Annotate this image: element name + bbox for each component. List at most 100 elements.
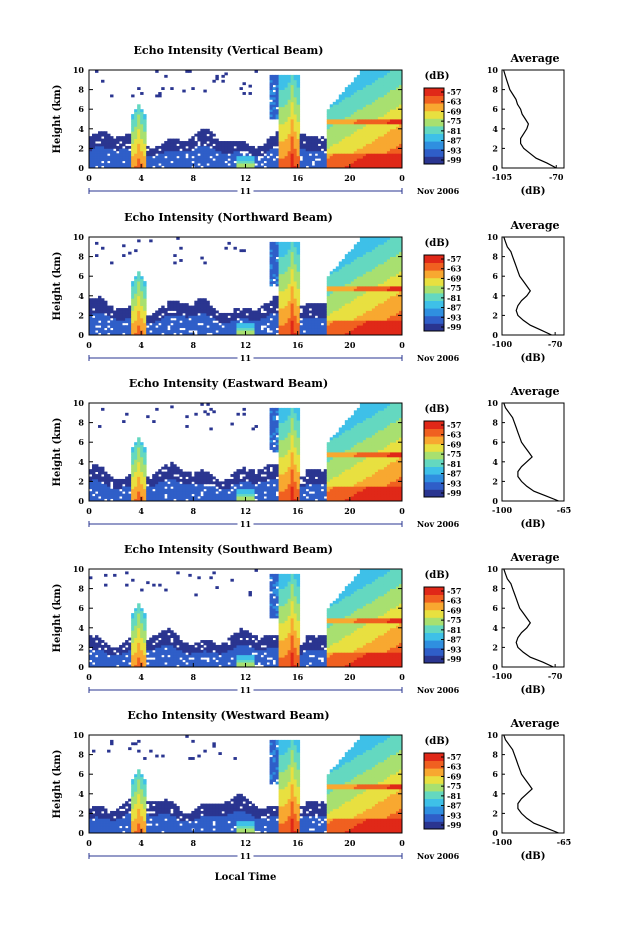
- heatmap-cell: [284, 163, 289, 166]
- heatmap-cell: [134, 114, 138, 117]
- heatmap-cell: [314, 145, 319, 149]
- heatmap-cell: [143, 138, 147, 142]
- heatmap-cell: [89, 148, 93, 152]
- heatmap-cell: [275, 94, 280, 98]
- heatmap-cell: [206, 155, 210, 159]
- heatmap-cell: [89, 471, 93, 475]
- heatmap-cell: [119, 491, 123, 495]
- heatmap-cell: [140, 288, 144, 292]
- heatmap-cell: [290, 266, 295, 270]
- heatmap-cell: [140, 153, 144, 157]
- heatmap-cell: [341, 268, 346, 272]
- heatmap-cell: [140, 148, 144, 152]
- heatmap-cell: [335, 116, 340, 120]
- heatmap-cell: [284, 332, 289, 336]
- heatmap-cell: [149, 486, 153, 490]
- heatmap-cell: [209, 322, 213, 326]
- heatmap-cell: [188, 332, 192, 336]
- heatmap-cell: [392, 131, 397, 135]
- heatmap-cell: [341, 136, 346, 139]
- heatmap-cell: [263, 330, 267, 333]
- heatmap-cell: [284, 89, 289, 93]
- colorbar-segment: [424, 95, 444, 104]
- heatmap-cell: [290, 288, 295, 292]
- heatmap-cell: [380, 79, 385, 83]
- heatmap-cell: [320, 158, 325, 162]
- heatmap-cell: [104, 300, 108, 304]
- heatmap-cell: [122, 138, 126, 142]
- heatmap-cell: [197, 150, 201, 154]
- heatmap-cell: [278, 126, 283, 130]
- x-tick-label: 4: [138, 173, 144, 183]
- heatmap-cell: [359, 126, 364, 130]
- heatmap-cell: [257, 330, 261, 333]
- heatmap-cell: [272, 106, 276, 110]
- heatmap-cell: [338, 121, 343, 125]
- heatmap-cell: [263, 312, 267, 316]
- heatmap-cell: [281, 92, 286, 95]
- heatmap-cell: [308, 158, 313, 162]
- heatmap-cell: [287, 259, 292, 262]
- heatmap-cell: [326, 109, 331, 113]
- heatmap-cell: [236, 486, 240, 490]
- heatmap-cell: [398, 312, 403, 316]
- heatmap-cell: [89, 138, 93, 142]
- heatmap-cell: [152, 476, 156, 480]
- heatmap-cell: [182, 325, 186, 329]
- heatmap-cell: [398, 303, 403, 306]
- heatmap-cell: [146, 315, 150, 319]
- heatmap-cell: [314, 136, 319, 139]
- heatmap-cell: [389, 317, 394, 321]
- heatmap-cell: [308, 138, 313, 142]
- heatmap-cell: [362, 96, 367, 100]
- heatmap-cell: [383, 320, 388, 324]
- colorbar-tick-label: -63: [447, 97, 462, 107]
- heatmap-cell: [371, 300, 376, 304]
- heatmap-cell: [290, 241, 295, 245]
- heatmap-cell: [290, 87, 295, 90]
- heatmap-cell: [311, 327, 316, 331]
- heatmap-cell: [350, 123, 355, 127]
- heatmap-cell: [227, 320, 231, 324]
- heatmap-cell: [110, 150, 114, 154]
- heatmap-cell: [290, 317, 295, 321]
- heatmap-cell: [356, 298, 361, 302]
- heatmap-cell: [311, 325, 316, 329]
- heatmap-cells: [89, 403, 403, 502]
- heatmap-cell: [128, 488, 132, 492]
- heatmap-cell: [398, 305, 403, 309]
- heatmap-cell: [254, 320, 258, 324]
- heatmap-cell: [242, 315, 246, 319]
- heatmap-cell: [365, 278, 370, 282]
- heatmap-cell: [380, 246, 385, 250]
- heatmap-cell: [356, 79, 361, 83]
- heatmap-cell: [134, 312, 138, 316]
- heatmap-cell: [281, 308, 286, 311]
- heatmap-cell: [284, 121, 289, 125]
- heatmap-cell: [158, 158, 162, 162]
- heatmap-cell: [368, 266, 373, 270]
- heatmap-cell: [173, 493, 177, 497]
- heatmap-cell: [398, 165, 403, 169]
- heatmap-cell: [140, 131, 144, 135]
- heatmap-cell: [125, 153, 129, 157]
- heatmap-cell: [380, 298, 385, 302]
- heatmap-cell: [371, 241, 376, 245]
- heatmap-cell: [116, 136, 120, 139]
- heatmap-cell: [386, 74, 391, 78]
- heatmap-cell: [140, 310, 144, 314]
- heatmap-cell: [326, 308, 331, 311]
- heatmap-cell: [137, 111, 141, 115]
- heatmap-cell: [98, 155, 102, 159]
- heatmap-cell: [167, 155, 171, 159]
- heatmap-cell: [332, 332, 337, 336]
- heatmap-cell: [269, 266, 273, 270]
- heatmap-cell: [275, 87, 280, 90]
- heatmap-cell: [239, 332, 243, 336]
- heatmap-cell: [188, 320, 192, 324]
- heatmap-cell: [365, 116, 370, 120]
- heatmap-cell: [389, 288, 394, 292]
- heatmap-cell: [116, 160, 120, 164]
- heatmap-cell: [293, 322, 298, 326]
- heatmap-cell: [167, 160, 171, 164]
